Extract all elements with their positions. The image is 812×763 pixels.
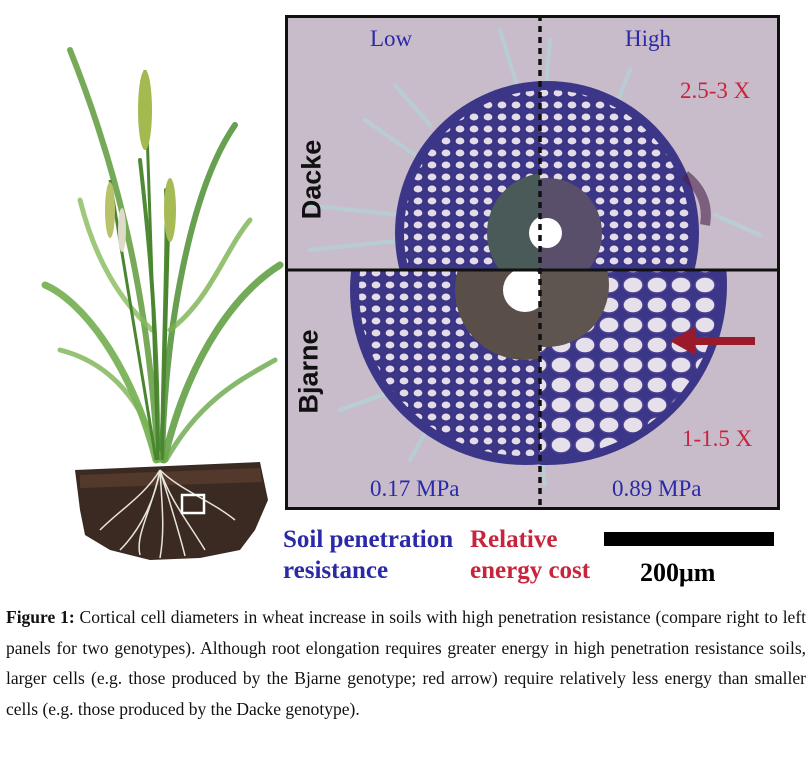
- pressure-label-high: 0.89 MPa: [612, 476, 702, 501]
- red-arrow-icon: [670, 327, 755, 355]
- pressure-label-low: 0.17 MPa: [370, 476, 460, 501]
- legend-energy-cost: Relative energy cost: [470, 526, 591, 584]
- column-label-low: Low: [370, 26, 413, 51]
- figure-caption-text: Cortical cell diameters in wheat increas…: [6, 607, 807, 719]
- figure-label: Figure 1:: [6, 607, 75, 627]
- energy-ratio-dacke: 2.5-3 X: [680, 78, 751, 103]
- root-cross-section-panel: [285, 15, 780, 510]
- scale-bar-label: 200μm: [640, 558, 716, 587]
- figure-caption: Figure 1: Cortical cell diameters in whe…: [6, 602, 806, 724]
- energy-ratio-bjarne: 1-1.5 X: [682, 426, 753, 451]
- legend-soil-penetration: Soil penetration resistance: [283, 526, 454, 584]
- row-label-bjarne: Bjarne: [293, 329, 324, 414]
- wheat-plant-illustration: [41, 47, 284, 560]
- column-label-high: High: [625, 26, 671, 51]
- scale-bar: [604, 532, 774, 546]
- row-label-dacke: Dacke: [296, 139, 327, 220]
